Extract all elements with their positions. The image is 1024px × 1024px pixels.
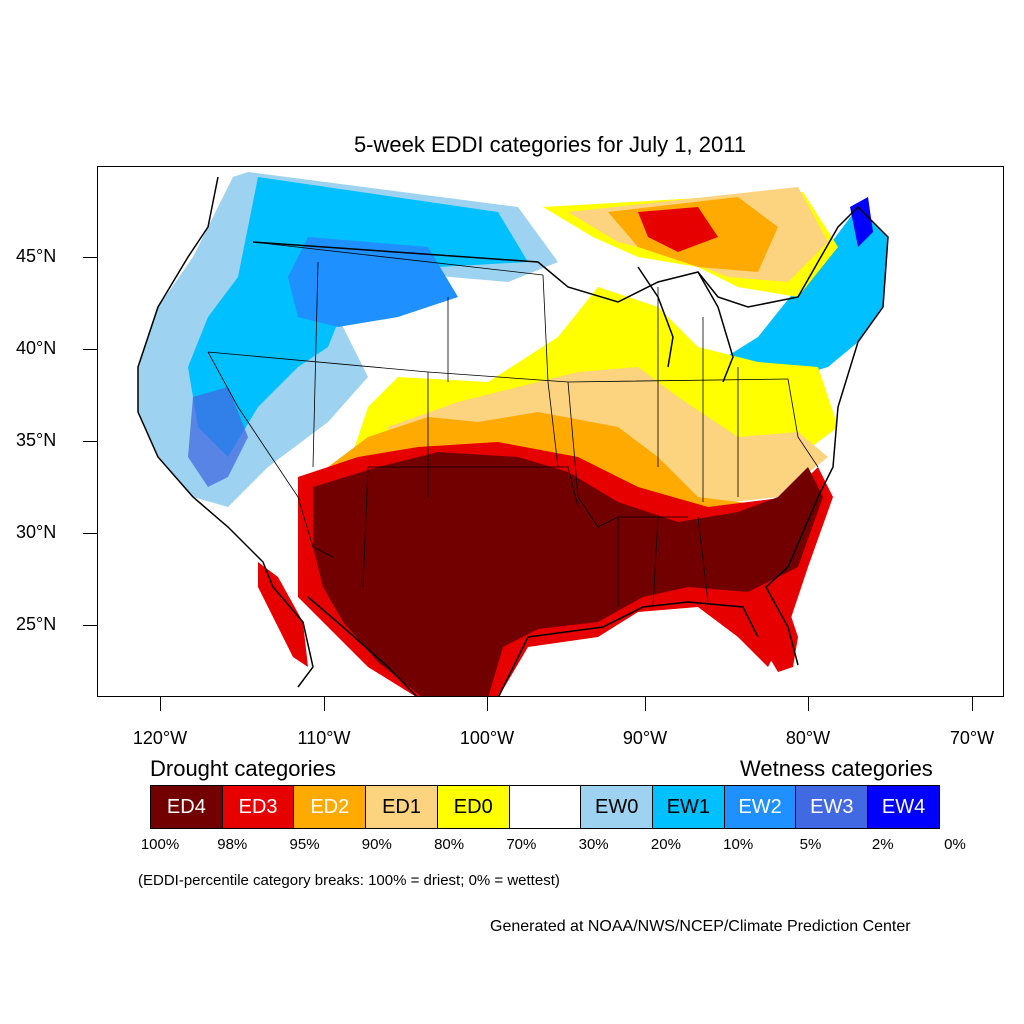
- legend-break-label: 20%: [650, 836, 681, 853]
- lat-tick: [83, 533, 97, 534]
- lon-label-80w: 80°W: [785, 728, 831, 748]
- lat-label-45n: 45°N: [16, 246, 57, 266]
- legend-break-label: 5%: [799, 836, 822, 853]
- lon-label-70w: 70°W: [949, 728, 995, 748]
- map-title: 5-week EDDI categories for July 1, 2011: [353, 132, 747, 157]
- lon-tick: [808, 697, 809, 711]
- lat-label-35n: 35°N: [16, 430, 57, 450]
- drought-region-south-ed4: [313, 452, 823, 696]
- legend-box-neutral: [508, 785, 582, 829]
- legend-box-ew0: EW0: [580, 785, 654, 829]
- lon-tick: [645, 697, 646, 711]
- legend-box-ed4: ED4: [150, 785, 223, 829]
- legend-break-label: 70%: [506, 836, 537, 853]
- legend-break-label: 95%: [289, 836, 320, 853]
- legend-break-label: 2%: [871, 836, 894, 853]
- wetness-categories-heading: Wetness categories: [740, 756, 933, 781]
- coastline: [137, 176, 889, 696]
- legend-break-label: 100%: [140, 836, 180, 853]
- legend-box-ed2: ED2: [293, 785, 367, 829]
- legend-break-label: 98%: [217, 836, 248, 853]
- drought-region-florida: [748, 592, 798, 672]
- legend-box-ed1: ED1: [365, 785, 438, 829]
- lon-label-120w: 120°W: [132, 728, 188, 748]
- lon-tick: [487, 697, 488, 711]
- state-borders: [207, 241, 819, 608]
- eddi-map: [133, 172, 889, 696]
- wetness-region-northeast: [718, 207, 888, 382]
- drought-categories-heading: Drought categories: [150, 756, 336, 781]
- lon-label-110w: 110°W: [297, 728, 351, 748]
- drought-region-north-ed3: [638, 207, 718, 252]
- legend-box-ed0: ED0: [436, 785, 510, 829]
- lon-label-90w: 90°W: [622, 728, 668, 748]
- lat-label-25n: 25°N: [16, 614, 57, 634]
- legend-break-label: 30%: [578, 836, 609, 853]
- lat-label-40n: 40°N: [16, 338, 57, 358]
- drought-region-baja: [258, 562, 308, 667]
- category-note: (EDDI-percentile category breaks: 100% =…: [138, 872, 560, 889]
- wetness-region-southwest-ew2: [188, 387, 248, 487]
- wetness-region-north-ew1: [188, 177, 528, 457]
- lon-tick: [324, 697, 325, 711]
- wetness-region-north-ew2: [288, 237, 458, 327]
- legend-box-ew3: EW3: [795, 785, 869, 829]
- legend-break-label: 80%: [434, 836, 465, 853]
- map-panel: [97, 166, 1004, 697]
- legend-break-label: 10%: [723, 836, 754, 853]
- lat-tick: [83, 441, 97, 442]
- lon-tick: [972, 697, 973, 711]
- legend-colorbar: ED4 ED3 ED2 ED1 ED0 EW0 EW1 EW2 EW3 EW4: [150, 785, 950, 829]
- lat-label-30n: 30°N: [16, 522, 57, 542]
- legend-box-ew4: EW4: [867, 785, 940, 829]
- lat-tick: [83, 349, 97, 350]
- legend-box-ew2: EW2: [723, 785, 797, 829]
- lon-label-100w: 100°W: [459, 728, 515, 748]
- legend-break-label: 0%: [944, 836, 966, 853]
- credit-line: Generated at NOAA/NWS/NCEP/Climate Predi…: [490, 918, 911, 935]
- legend-box-ed3: ED3: [221, 785, 295, 829]
- legend-break-label: 90%: [361, 836, 392, 853]
- lon-tick: [160, 697, 161, 711]
- lat-tick: [83, 257, 97, 258]
- legend-box-ew1: EW1: [652, 785, 725, 829]
- lat-tick: [83, 625, 97, 626]
